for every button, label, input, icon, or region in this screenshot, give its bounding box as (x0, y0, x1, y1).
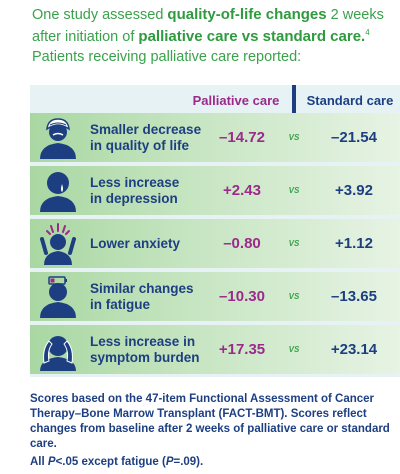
significance-footnote: All P<.05 except fatigue (P=.09). (30, 456, 204, 468)
intro-text: One study assessed quality-of-life chang… (32, 6, 392, 66)
vs-label: VS (288, 133, 300, 142)
person-holding-head-icon (40, 336, 76, 371)
standard-care-header: Standard care (306, 93, 394, 108)
intro-line-3: Patients receiving palliative care repor… (32, 48, 302, 65)
intro-highlight-care: palliative care vs standard care. (138, 27, 366, 45)
anxious-person-icon (40, 223, 76, 265)
crying-person-icon (40, 172, 76, 212)
table-rows: Smaller decrease in quality of life –14.7… (30, 113, 400, 374)
person-with-head-wrap-icon (40, 118, 76, 159)
intro-line-2: after initiation of palliative care vs s… (32, 24, 392, 46)
row-label: Less increase in symptom burden (90, 333, 200, 365)
table-row: Less increase in depression +2.43 VS +3.9… (30, 166, 400, 215)
table-row: Similar changes in fatigue –10.30 VS –13.… (30, 272, 400, 321)
palliative-value: –0.80 (223, 235, 261, 252)
table-row: Lower anxiety –0.80 VS +1.12 (30, 219, 400, 268)
vs-label: VS (288, 292, 300, 301)
palliative-value: –10.30 (219, 288, 265, 305)
table-row: Less increase in symptom burden +17.35 VS… (30, 325, 400, 374)
row-label: Less increase in depression (90, 174, 180, 206)
row-label: Lower anxiety (90, 235, 181, 251)
row-label: Similar changes in fatigue (90, 280, 194, 312)
table-header: Palliative care Standard care (30, 85, 400, 113)
vs-label: VS (288, 345, 300, 354)
standard-value: –13.65 (331, 288, 377, 305)
row-label: Smaller decrease in quality of life (90, 121, 202, 153)
intro-line-1-end: 2 weeks (326, 7, 384, 23)
header-divider (292, 85, 296, 113)
intro-line-2-text: after initiation of (32, 28, 139, 45)
standard-value: +23.14 (330, 341, 378, 358)
footnote: Scores based on the 47-item Functional A… (30, 393, 390, 450)
comparison-table: Palliative care Standard care Smaller de… (30, 85, 400, 377)
standard-value: +3.92 (335, 182, 373, 199)
reference-marker: 4 (365, 28, 370, 37)
table-row: Smaller decrease in quality of life –14.7… (30, 113, 400, 162)
intro-highlight-qol: quality-of-life changes (167, 6, 327, 23)
tired-person-low-battery-icon (40, 276, 76, 318)
palliative-value: –14.72 (219, 129, 265, 146)
vs-label: VS (288, 186, 300, 195)
intro-line-1: One study assessed quality-of-life chang… (32, 6, 392, 24)
palliative-value: +2.43 (223, 182, 261, 199)
palliative-care-header: Palliative care (192, 93, 280, 108)
intro-line-1-text: One study assessed (32, 7, 168, 23)
standard-value: +1.12 (335, 235, 373, 252)
standard-value: –21.54 (331, 129, 377, 146)
palliative-value: +17.35 (218, 341, 266, 358)
vs-label: VS (288, 239, 300, 248)
